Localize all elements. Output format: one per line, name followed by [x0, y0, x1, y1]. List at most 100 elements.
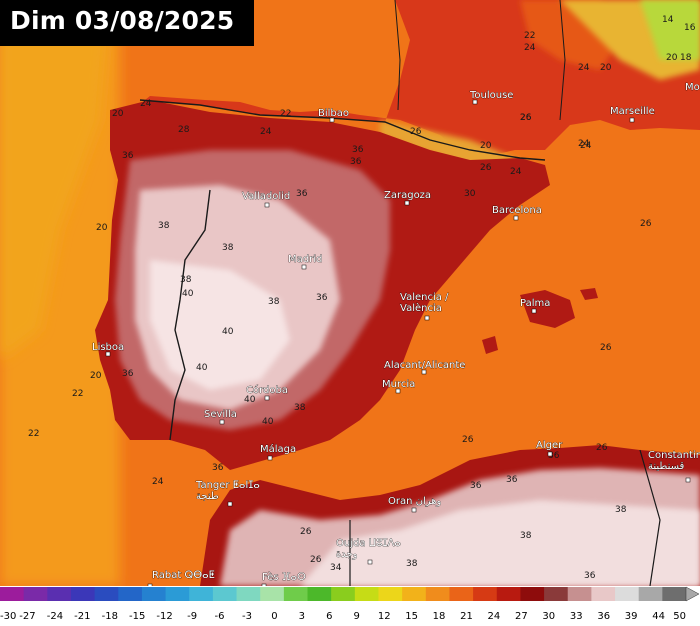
legend-tick: -30 — [0, 611, 16, 622]
legend-swatch — [591, 587, 616, 601]
isotherm-label: 24 — [140, 99, 152, 109]
isotherm-label: 24 — [510, 167, 522, 177]
isotherm-label: 38 — [268, 297, 280, 307]
city-label: Oujda ⵡⵓⵊⴷⴰ وجدة — [336, 538, 401, 560]
city-label: Córdoba — [246, 384, 288, 396]
menorca-land — [580, 288, 598, 300]
city-marker — [411, 507, 417, 513]
isotherm-label: 36 — [548, 451, 560, 461]
legend-tick: -15 — [129, 611, 145, 622]
isotherm-label: 26 — [596, 443, 608, 453]
isotherm-label: 26 — [300, 527, 312, 537]
mallorca-land — [520, 290, 575, 328]
isotherm-label: 36 — [470, 481, 482, 491]
ibiza-land — [482, 336, 498, 354]
city-marker — [421, 369, 427, 375]
isotherm-label: 14 — [662, 15, 674, 25]
city-label: Bilbao — [318, 108, 349, 119]
alps-coolest — [640, 0, 700, 60]
legend-tick: -12 — [156, 611, 172, 622]
city-label: Valencia / València — [400, 292, 449, 314]
city-marker — [329, 117, 335, 123]
north-africa-hottest — [300, 500, 700, 586]
legend-tick: 12 — [378, 611, 391, 622]
legend-tick: -3 — [242, 611, 252, 622]
city-label: Fès ⴼⴰⵙ — [262, 571, 306, 583]
isotherm-label: 38 — [180, 275, 192, 285]
city-marker — [301, 264, 307, 270]
isotherm-label: 26 — [520, 113, 532, 123]
legend-color-bar — [0, 586, 700, 602]
legend-swatch — [378, 587, 403, 601]
isotherm-label: 40 — [182, 289, 194, 299]
city-rabat: Rabat ⵕⴱⴰⵟ — [147, 570, 215, 586]
legend-tick: 6 — [326, 611, 332, 622]
city-cordoba: Córdoba — [246, 384, 288, 401]
isotherm-label: 20 — [666, 53, 678, 63]
city-label: Valladolid — [242, 191, 290, 202]
legend-swatch — [473, 587, 498, 601]
city-bilbao: Bilbao — [318, 108, 349, 123]
city-label: Sevilla — [204, 409, 237, 420]
city-toulouse: Toulouse — [469, 90, 514, 105]
city-alacant: Alacant/Alicante — [384, 360, 466, 375]
city-zaragoza: Zaragoza — [384, 190, 431, 206]
legend-tick: 0 — [271, 611, 277, 622]
isotherm-label: 20 — [600, 63, 612, 73]
legend-swatch — [544, 587, 569, 601]
city-marker — [404, 200, 410, 206]
city-label: Madrid — [288, 254, 322, 265]
city-marker — [629, 117, 635, 123]
city-tanger: Tanger ⵟⴰⵏⵊⴰ طنجة — [195, 480, 260, 507]
isotherm-label: 26 — [600, 343, 612, 353]
isotherm-label: 36 — [352, 145, 364, 155]
legend-swatch — [615, 587, 640, 601]
france-spain-border — [139, 99, 546, 161]
legend-tick: -27 — [19, 611, 35, 622]
legend-swatch — [0, 587, 25, 601]
city-marker — [531, 308, 537, 314]
isotherm-label: 36 — [296, 189, 308, 199]
isotherm-label: 40 — [196, 363, 208, 373]
city-marker — [424, 315, 430, 321]
city-marker — [547, 451, 553, 457]
isotherm-label: 16 — [684, 23, 696, 33]
city-label: Alger — [536, 440, 563, 451]
isotherm-label: 26 — [640, 219, 652, 229]
city-marseille: Marseille — [610, 106, 655, 123]
legend-tick: -24 — [47, 611, 63, 622]
legend-tick: 36 — [597, 611, 610, 622]
isotherm-label: 24 — [524, 43, 536, 53]
isotherm-label: 24 — [580, 141, 592, 151]
city-sevilla: Sevilla — [204, 409, 237, 425]
legend-swatch — [94, 587, 119, 601]
isotherm-label: 24 — [260, 127, 272, 137]
legend-swatch — [425, 587, 451, 601]
legend-swatch — [283, 587, 309, 601]
isotherm-label: 22 — [280, 109, 291, 119]
city-oujda: Oujda ⵡⵓⵊⴷⴰ وجدة — [336, 538, 401, 565]
legend-tick: 3 — [299, 611, 305, 622]
atlantic-warm-area — [0, 0, 110, 360]
city-valencia: Valencia / València — [400, 292, 449, 321]
city-marker — [685, 477, 691, 483]
isotherm-label: 36 — [212, 463, 224, 473]
legend-tick: -6 — [215, 611, 225, 622]
legend-swatch — [567, 587, 592, 601]
city-marker — [261, 583, 267, 586]
city-oran: Oran وهران — [388, 496, 442, 513]
city-marker — [264, 202, 270, 208]
legend-swatch — [236, 587, 261, 601]
city-marker — [395, 388, 401, 394]
france-coast-line — [394, 0, 401, 111]
isotherm-label: 20 — [112, 109, 124, 119]
date-title: Dim 03/08/2025 — [10, 6, 235, 35]
legend-swatch — [189, 587, 214, 601]
legend-swatch — [212, 587, 238, 601]
isotherm-label: 38 — [222, 243, 234, 253]
city-marker — [513, 215, 519, 221]
city-marker — [472, 99, 478, 105]
legend-tick: 21 — [460, 611, 473, 622]
isotherm-label: 36 — [506, 475, 518, 485]
city-murcia: Murcia — [382, 379, 416, 394]
